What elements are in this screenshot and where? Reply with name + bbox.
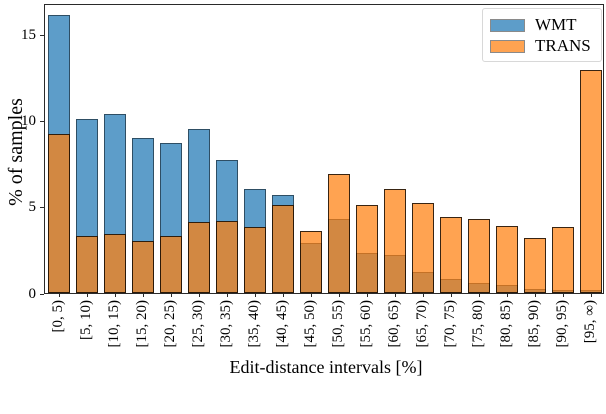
trans-bar [188, 222, 210, 293]
trans-bar [216, 221, 238, 293]
y-tick-label: 0 [28, 286, 37, 302]
trans-bar [76, 236, 98, 293]
y-tick-label: 10 [21, 113, 36, 129]
x-tick-mark [563, 294, 564, 297]
x-tick-label: [25, 30) [190, 300, 206, 348]
trans-bar [132, 241, 154, 293]
x-tick-label: [90, 95) [554, 300, 570, 348]
trans-bar [244, 227, 266, 293]
x-tick-label: [0, 5) [50, 300, 66, 333]
x-tick-mark [451, 294, 452, 297]
legend-swatch-wmt [490, 18, 525, 32]
x-tick-label: [95, ∞) [582, 300, 598, 344]
x-tick-mark [479, 294, 480, 297]
legend: WMT TRANS [482, 8, 602, 62]
x-tick-mark [507, 294, 508, 297]
legend-item-wmt: WMT [490, 16, 595, 34]
x-tick-mark [171, 294, 172, 297]
y-tick-mark [40, 207, 44, 208]
x-tick-mark [339, 294, 340, 297]
trans-bar [524, 238, 546, 293]
x-axis-label: Edit-distance intervals [%] [229, 357, 423, 377]
trans-bar [580, 70, 602, 293]
x-tick-label: [35, 40) [246, 300, 262, 348]
trans-bar [48, 134, 70, 293]
trans-bar [300, 231, 322, 293]
x-tick-mark [227, 294, 228, 297]
x-tick-mark [395, 294, 396, 297]
x-tick-mark [535, 294, 536, 297]
x-tick-mark [367, 294, 368, 297]
x-tick-label: [20, 25) [162, 300, 178, 348]
x-tick-mark [199, 294, 200, 297]
x-tick-label: [55, 60) [358, 300, 374, 348]
x-tick-mark [115, 294, 116, 297]
trans-bar [356, 205, 378, 293]
trans-bar [496, 226, 518, 293]
trans-bar [468, 219, 490, 293]
x-tick-label: [65, 70) [414, 300, 430, 348]
trans-bar [440, 217, 462, 293]
legend-label-trans: TRANS [535, 36, 591, 55]
y-tick-mark [40, 121, 44, 122]
bars-layer [45, 5, 603, 293]
x-tick-mark [423, 294, 424, 297]
y-tick-mark [40, 294, 44, 295]
x-tick-mark [255, 294, 256, 297]
x-tick-label: [80, 85) [498, 300, 514, 348]
x-tick-mark [311, 294, 312, 297]
trans-bar [160, 236, 182, 293]
x-tick-label: [10, 15) [106, 300, 122, 348]
trans-bar [328, 174, 350, 293]
y-tick-label: 15 [21, 27, 36, 43]
x-tick-label: [75, 80) [470, 300, 486, 348]
trans-bar [412, 203, 434, 293]
x-tick-label: [30, 35) [218, 300, 234, 348]
legend-swatch-trans [490, 39, 525, 53]
trans-bar [104, 234, 126, 293]
x-tick-mark [283, 294, 284, 297]
legend-item-trans: TRANS [490, 37, 595, 55]
x-tick-label: [40, 45) [274, 300, 290, 348]
x-tick-label: [60, 65) [386, 300, 402, 348]
x-tick-label: [70, 75) [442, 300, 458, 348]
legend-label-wmt: WMT [535, 15, 577, 34]
x-tick-label: [15, 20) [134, 300, 150, 348]
x-tick-label: [50, 55) [330, 300, 346, 348]
x-tick-mark [87, 294, 88, 297]
trans-bar [552, 227, 574, 293]
x-tick-mark [59, 294, 60, 297]
trans-bar [272, 205, 294, 293]
trans-bar [384, 189, 406, 293]
x-tick-mark [143, 294, 144, 297]
x-tick-mark [591, 294, 592, 297]
x-tick-label: [85, 90) [526, 300, 542, 348]
x-tick-label: [45, 50) [302, 300, 318, 348]
y-tick-label: 5 [28, 199, 37, 215]
y-tick-mark [40, 35, 44, 36]
x-tick-label: [5, 10) [78, 300, 94, 340]
